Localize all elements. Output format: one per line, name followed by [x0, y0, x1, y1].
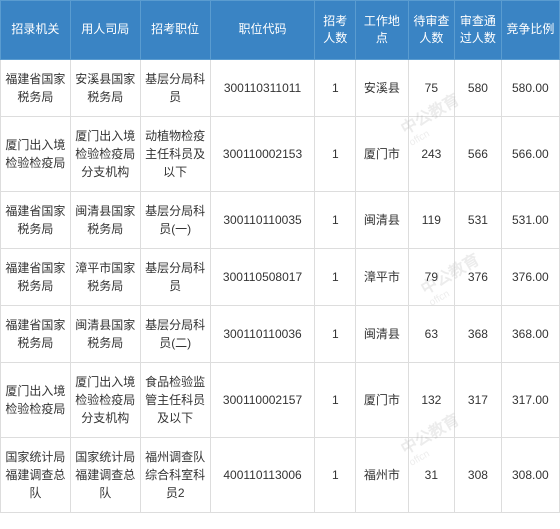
table-cell: 厦门市: [356, 116, 408, 191]
table-cell: 308: [455, 437, 502, 512]
table-cell: 动植物检疫主任科员及以下: [140, 116, 210, 191]
table-cell: 基层分局科员(二): [140, 305, 210, 362]
table-cell: 厦门出入境检验检疫局: [1, 362, 71, 437]
table-cell: 1: [315, 362, 356, 437]
table-cell: 厦门市: [356, 362, 408, 437]
header-cell: 用人司局: [70, 1, 140, 60]
table-cell: 580.00: [501, 59, 559, 116]
table-cell: 福建省国家税务局: [1, 191, 71, 248]
table-cell: 300110110036: [210, 305, 315, 362]
table-cell: 300110110035: [210, 191, 315, 248]
table-cell: 厦门出入境检验检疫局: [1, 116, 71, 191]
table-cell: 1: [315, 305, 356, 362]
table-cell: 75: [408, 59, 455, 116]
table-cell: 福州市: [356, 437, 408, 512]
header-cell: 职位代码: [210, 1, 315, 60]
table-cell: 531.00: [501, 191, 559, 248]
table-cell: 福建省国家税务局: [1, 59, 71, 116]
table-cell: 317.00: [501, 362, 559, 437]
table-cell: 79: [408, 248, 455, 305]
table-cell: 基层分局科员: [140, 248, 210, 305]
table-row: 厦门出入境检验检疫局厦门出入境检验检疫局分支机构动植物检疫主任科员及以下3001…: [1, 116, 560, 191]
table-cell: 漳平市: [356, 248, 408, 305]
header-cell: 招考人数: [315, 1, 356, 60]
table-cell: 闽清县国家税务局: [70, 191, 140, 248]
table-cell: 300110311011: [210, 59, 315, 116]
table-cell: 福建省国家税务局: [1, 305, 71, 362]
table-cell: 376: [455, 248, 502, 305]
table-header: 招录机关用人司局招考职位职位代码招考人数工作地点待审查人数审查通过人数竞争比例: [1, 1, 560, 60]
table-cell: 531: [455, 191, 502, 248]
table-cell: 闽清县: [356, 305, 408, 362]
table-cell: 317: [455, 362, 502, 437]
table-cell: 243: [408, 116, 455, 191]
table-cell: 福建省国家税务局: [1, 248, 71, 305]
table-body: 福建省国家税务局安溪县国家税务局基层分局科员3001103110111安溪县75…: [1, 59, 560, 512]
table-row: 福建省国家税务局漳平市国家税务局基层分局科员3001105080171漳平市79…: [1, 248, 560, 305]
table-cell: 安溪县: [356, 59, 408, 116]
table-cell: 376.00: [501, 248, 559, 305]
table-row: 厦门出入境检验检疫局厦门出入境检验检疫局分支机构食品检验监管主任科员及以下300…: [1, 362, 560, 437]
table-cell: 1: [315, 191, 356, 248]
table-cell: 300110508017: [210, 248, 315, 305]
table-cell: 132: [408, 362, 455, 437]
table-row: 福建省国家税务局闽清县国家税务局基层分局科员(二)3001101100361闽清…: [1, 305, 560, 362]
table-cell: 1: [315, 248, 356, 305]
table-cell: 漳平市国家税务局: [70, 248, 140, 305]
data-table: 招录机关用人司局招考职位职位代码招考人数工作地点待审查人数审查通过人数竞争比例 …: [0, 0, 560, 513]
table-cell: 食品检验监管主任科员及以下: [140, 362, 210, 437]
header-cell: 招考职位: [140, 1, 210, 60]
header-cell: 竞争比例: [501, 1, 559, 60]
table-row: 国家统计局福建调查总队国家统计局福建调查总队福州调查队综合科室科员2400110…: [1, 437, 560, 512]
table-row: 福建省国家税务局安溪县国家税务局基层分局科员3001103110111安溪县75…: [1, 59, 560, 116]
header-cell: 待审查人数: [408, 1, 455, 60]
header-cell: 审查通过人数: [455, 1, 502, 60]
table-cell: 安溪县国家税务局: [70, 59, 140, 116]
header-cell: 招录机关: [1, 1, 71, 60]
table-cell: 368: [455, 305, 502, 362]
table-cell: 580: [455, 59, 502, 116]
table-cell: 厦门出入境检验检疫局分支机构: [70, 116, 140, 191]
table-cell: 基层分局科员(一): [140, 191, 210, 248]
table-cell: 厦门出入境检验检疫局分支机构: [70, 362, 140, 437]
table-cell: 闽清县国家税务局: [70, 305, 140, 362]
table-cell: 368.00: [501, 305, 559, 362]
table-cell: 63: [408, 305, 455, 362]
table-cell: 国家统计局福建调查总队: [1, 437, 71, 512]
header-row: 招录机关用人司局招考职位职位代码招考人数工作地点待审查人数审查通过人数竞争比例: [1, 1, 560, 60]
table-cell: 1: [315, 437, 356, 512]
table-cell: 308.00: [501, 437, 559, 512]
table-cell: 566: [455, 116, 502, 191]
table-cell: 300110002157: [210, 362, 315, 437]
table-cell: 300110002153: [210, 116, 315, 191]
table-row: 福建省国家税务局闽清县国家税务局基层分局科员(一)3001101100351闽清…: [1, 191, 560, 248]
table-cell: 基层分局科员: [140, 59, 210, 116]
table-cell: 31: [408, 437, 455, 512]
table-cell: 福州调查队综合科室科员2: [140, 437, 210, 512]
header-cell: 工作地点: [356, 1, 408, 60]
table-cell: 闽清县: [356, 191, 408, 248]
table-cell: 1: [315, 59, 356, 116]
table-cell: 400110113006: [210, 437, 315, 512]
table-cell: 119: [408, 191, 455, 248]
table-cell: 国家统计局福建调查总队: [70, 437, 140, 512]
table-cell: 566.00: [501, 116, 559, 191]
table-cell: 1: [315, 116, 356, 191]
